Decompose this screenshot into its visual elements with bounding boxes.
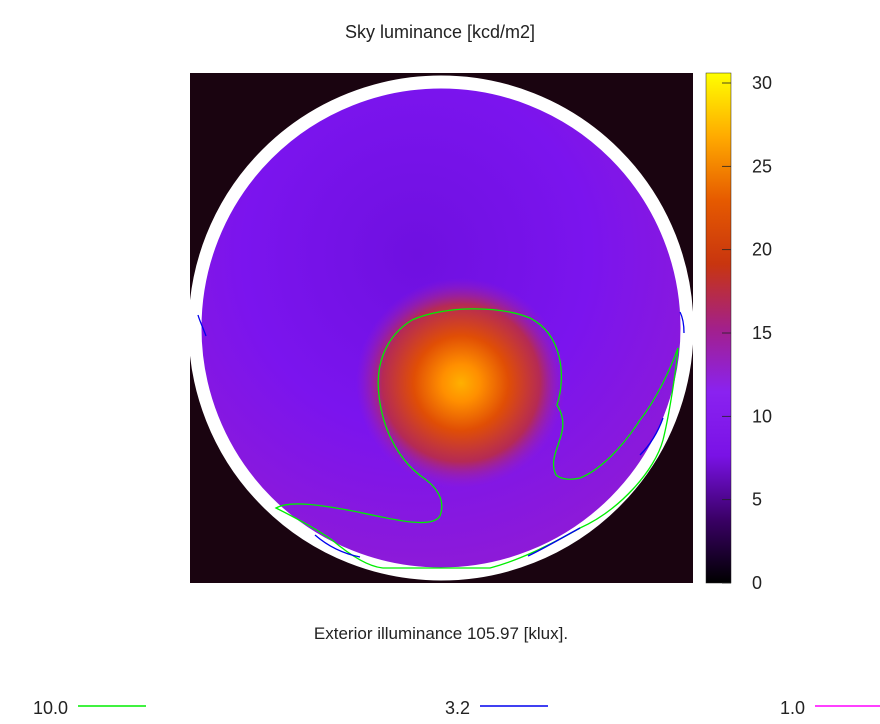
colorbar-tick-label: 20 xyxy=(752,240,772,260)
contour-10-line xyxy=(274,308,679,569)
colorbar-tick-label: 5 xyxy=(752,490,762,510)
legend-label: 1.0 xyxy=(780,698,805,718)
colorbar: 0 5 10 15 20 25 30 xyxy=(705,72,772,593)
exterior-illuminance-label: Exterior illuminance 105.97 [klux]. xyxy=(314,624,568,643)
colorbar-tick-label: 25 xyxy=(752,156,772,176)
heatmap-plot xyxy=(190,73,693,583)
chart-title: Sky luminance [kcd/m2] xyxy=(345,22,535,42)
horizon-ring xyxy=(190,75,693,581)
legend-label: 3.2 xyxy=(445,698,470,718)
colorbar-tick-label: 15 xyxy=(752,323,772,343)
contour-legend: 10.0 3.2 1.0 xyxy=(33,698,880,718)
colorbar-ticks: 0 5 10 15 20 25 30 xyxy=(722,73,772,593)
colorbar-tick-label: 30 xyxy=(752,73,772,93)
colorbar-tick-label: 10 xyxy=(752,406,772,426)
legend-label: 10.0 xyxy=(33,698,68,718)
sun-hotspot xyxy=(356,278,566,488)
colorbar-gradient xyxy=(705,72,732,584)
contour-3-2-line xyxy=(197,311,685,558)
colorbar-tick-label: 0 xyxy=(752,573,762,593)
